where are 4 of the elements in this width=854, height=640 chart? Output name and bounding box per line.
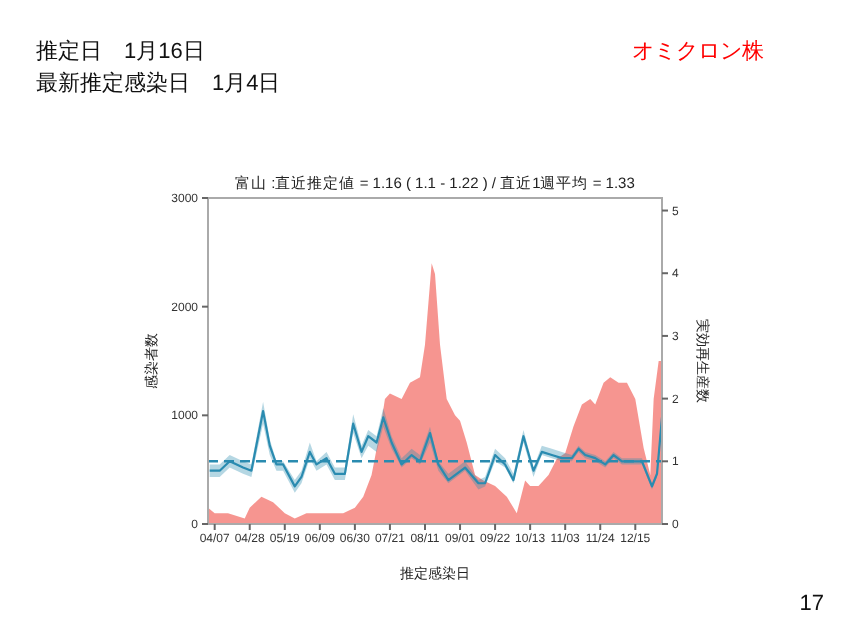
text: 推定日 1月16日 (36, 38, 205, 64)
text: 17 (799, 592, 824, 616)
text: オミクロン株 (632, 38, 764, 64)
text: 最新推定感染日 1月4日 (36, 70, 281, 96)
